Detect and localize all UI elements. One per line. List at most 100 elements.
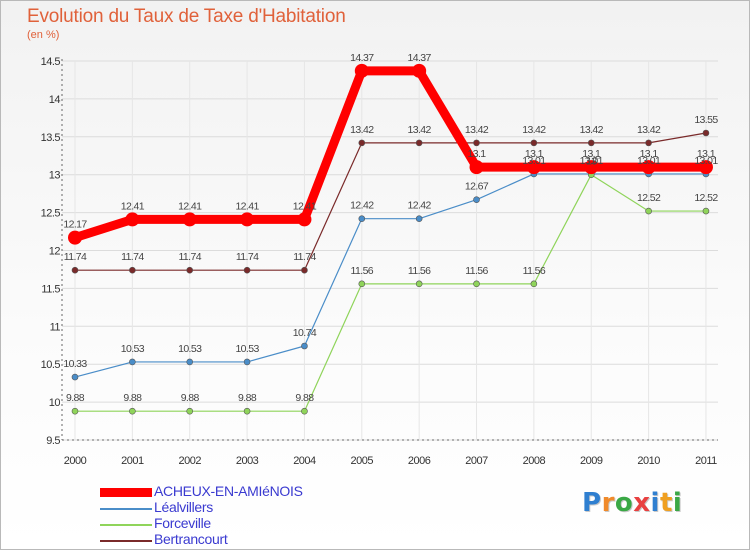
data-label-1: 10.53 (235, 343, 259, 355)
data-label-1: 10.74 (293, 327, 317, 339)
series-point-0 (641, 160, 656, 175)
data-label-1: 12.42 (408, 200, 432, 212)
legend-swatch-acheux (100, 488, 152, 497)
data-label-2: 9.88 (66, 392, 85, 404)
data-label-2: 13 (586, 156, 597, 168)
data-label-0: 12.41 (293, 200, 317, 212)
legend-label-acheux: ACHEUX-EN-AMIéNOIS (154, 483, 303, 499)
x-tick-label: 2001 (121, 455, 144, 467)
series-point-0 (182, 212, 197, 227)
data-label-2: 11.56 (465, 265, 488, 277)
data-label-0: 13.1 (525, 148, 544, 160)
y-tick-label: 11.5 (41, 283, 60, 295)
y-tick-label: 10.5 (41, 359, 61, 371)
x-tick-label: 2010 (637, 455, 660, 467)
series-point-1 (415, 215, 423, 222)
series-point-2 (129, 407, 136, 415)
x-tick-label: 2004 (293, 455, 316, 467)
series-point-0 (297, 212, 312, 227)
data-label-2: 9.88 (123, 392, 142, 404)
series-point-1 (186, 358, 194, 366)
legend-swatch-lealvillers (100, 508, 152, 510)
data-label-3: 11.74 (178, 251, 201, 263)
data-label-0: 13.1 (467, 148, 486, 160)
data-label-3: 13.42 (350, 124, 374, 136)
chart-title: Evolution du Taux de Taxe d'Habitation (27, 6, 346, 27)
data-label-3: 13.42 (408, 124, 432, 136)
series-point-1 (243, 358, 251, 366)
data-label-3: 13.42 (522, 124, 546, 136)
data-label-0: 14.37 (408, 52, 432, 64)
data-label-0: 12.17 (63, 219, 87, 231)
x-tick-label: 2008 (523, 455, 546, 467)
y-tick-label: 13 (49, 170, 61, 182)
y-tick-label: 14.5 (41, 56, 61, 68)
series-line-3 (74, 132, 707, 271)
data-label-2: 11.56 (351, 265, 374, 277)
series-point-1 (358, 215, 366, 222)
series-line-1 (74, 173, 707, 378)
legend-label-lealvillers: Léalvillers (154, 499, 213, 515)
data-label-2: 11.56 (408, 265, 431, 277)
series-point-3 (415, 139, 423, 147)
data-label-0: 14.37 (350, 52, 374, 64)
data-label-3: 13.42 (580, 124, 604, 136)
legend-label-forceville: Forceville (154, 515, 211, 531)
y-tick-label: 11 (50, 321, 61, 333)
series-point-3 (473, 139, 480, 147)
x-tick-label: 2011 (695, 455, 717, 467)
series-point-3 (702, 129, 710, 137)
series-point-2 (71, 407, 79, 415)
data-label-2: 9.88 (181, 392, 200, 404)
data-label-3: 11.74 (64, 251, 87, 263)
series-point-0 (412, 63, 427, 78)
data-label-1: 10.53 (121, 343, 145, 355)
series-point-1 (473, 196, 480, 204)
y-tick-label: 13.5 (41, 132, 61, 144)
series-point-1 (71, 373, 79, 381)
legend-label-bertrancourt: Bertrancourt (154, 531, 228, 547)
series-point-3 (301, 266, 308, 274)
series-point-0 (584, 160, 599, 175)
series-point-2 (645, 207, 652, 215)
x-tick-label: 2005 (351, 455, 374, 467)
series-point-0 (526, 160, 541, 175)
series-point-3 (186, 266, 194, 274)
data-label-0: 13.1 (640, 148, 659, 160)
series-point-3 (71, 266, 79, 274)
series-point-2 (473, 280, 480, 288)
data-label-3: 13.42 (637, 124, 661, 136)
series-point-2 (186, 407, 194, 415)
y-tick-label: 9.5 (46, 435, 60, 447)
x-tick-label: 2003 (236, 455, 259, 467)
data-label-1: 13.01 (694, 155, 718, 167)
data-label-1: 13.01 (637, 155, 661, 167)
x-tick-label: 2006 (408, 455, 431, 467)
data-label-0: 13.1 (582, 148, 601, 160)
series-line-0 (70, 66, 711, 243)
series-line-2 (74, 174, 707, 412)
data-label-3: 13.55 (694, 114, 718, 126)
data-label-2: 12.52 (637, 192, 661, 204)
series-point-3 (530, 139, 538, 147)
data-label-3: 11.74 (121, 251, 144, 263)
data-label-1: 12.67 (465, 181, 489, 193)
data-label-3: 11.74 (236, 251, 259, 263)
y-tick-label: 10 (49, 397, 61, 409)
series-point-3 (358, 139, 366, 147)
legend-swatch-forceville (100, 524, 152, 526)
data-label-3: 13.42 (465, 124, 489, 136)
series-point-0 (240, 212, 255, 227)
proxiti-logo: Proxiti (582, 488, 682, 518)
data-label-1: 12.42 (350, 200, 374, 212)
series-point-3 (587, 139, 595, 147)
data-label-1: 13.01 (580, 155, 604, 167)
y-tick-label: 12 (49, 246, 61, 258)
logo-letter: t (659, 488, 673, 518)
series-point-2 (301, 407, 308, 415)
x-tick-label: 2007 (465, 455, 488, 467)
data-label-2: 11.56 (523, 265, 546, 277)
logo-letter: i (650, 488, 660, 518)
